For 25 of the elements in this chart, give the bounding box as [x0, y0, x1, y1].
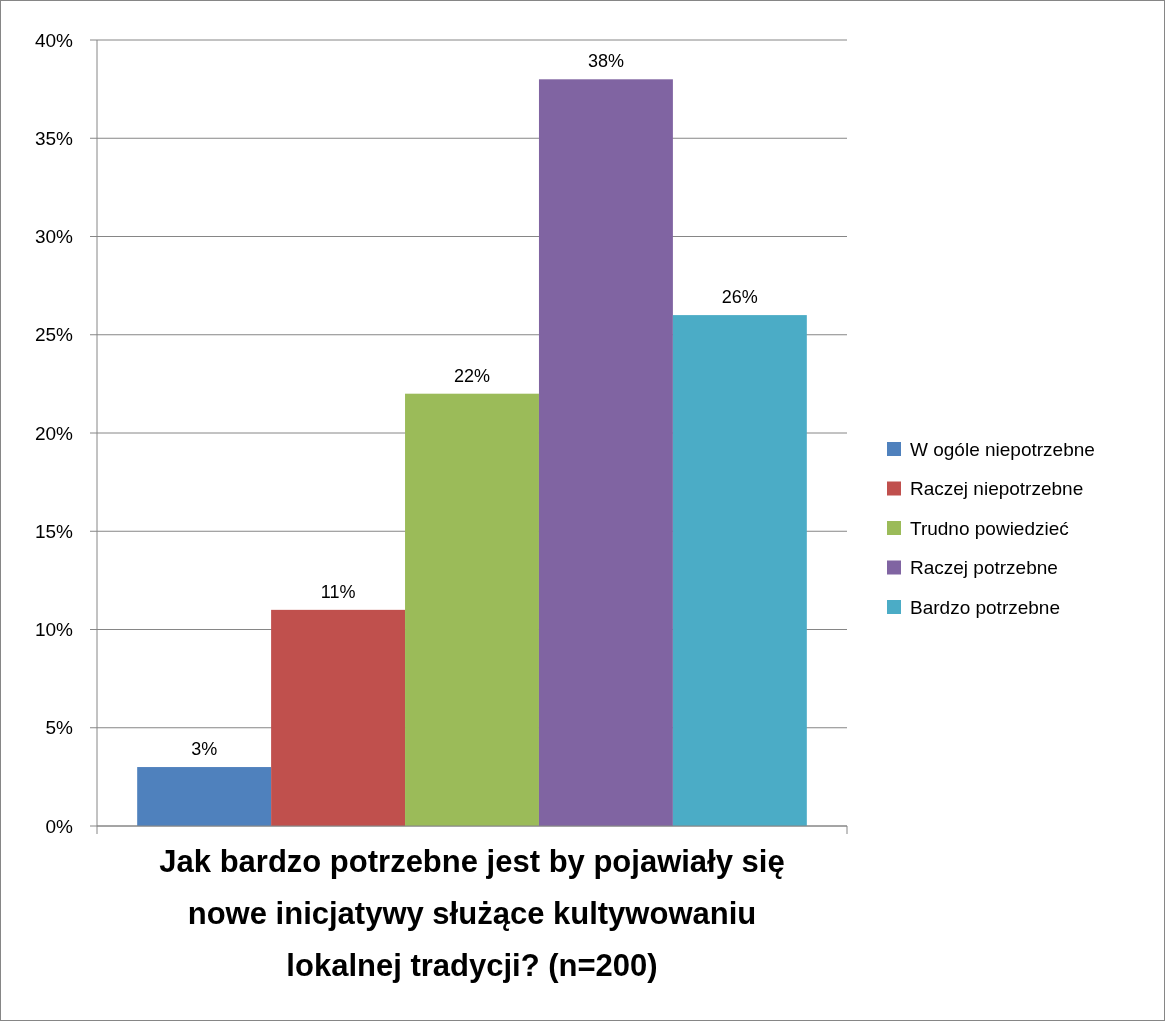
legend-label: W ogóle niepotrzebne: [910, 438, 1095, 460]
bar: [538, 79, 673, 826]
y-tick-label: 5%: [45, 717, 74, 739]
legend-label: Bardzo potrzebne: [910, 596, 1060, 618]
text: Jak bardzo potrzebne jest by pojawiały się nowe inicjatywy służące kultywowaniu lokalnej tradycji? (n=200): [159, 844, 785, 983]
data-label: 3%: [191, 739, 218, 760]
bar: [271, 609, 406, 826]
data-label: 26%: [721, 287, 758, 308]
y-tick-label: 40%: [34, 29, 74, 51]
y-tick-label: 20%: [34, 422, 74, 444]
y-tick-label: 25%: [34, 324, 74, 346]
data-label: 22%: [453, 365, 491, 386]
legend-label: Raczej potrzebne: [910, 557, 1058, 579]
y-tick-label: 10%: [34, 619, 74, 641]
legend-label: Raczej niepotrzebne: [910, 478, 1084, 500]
bar: [405, 393, 539, 826]
y-tick-label: 15%: [34, 520, 74, 542]
bar: [672, 315, 807, 826]
bar: [137, 767, 272, 826]
y-tick-label: 30%: [34, 226, 74, 248]
legend-label: Trudno powiedzieć: [910, 517, 1069, 539]
y-tick-label: 0%: [45, 815, 74, 837]
y-tick-label: 35%: [34, 127, 74, 149]
data-label: 38%: [587, 51, 624, 72]
data-label: 11%: [320, 581, 356, 602]
